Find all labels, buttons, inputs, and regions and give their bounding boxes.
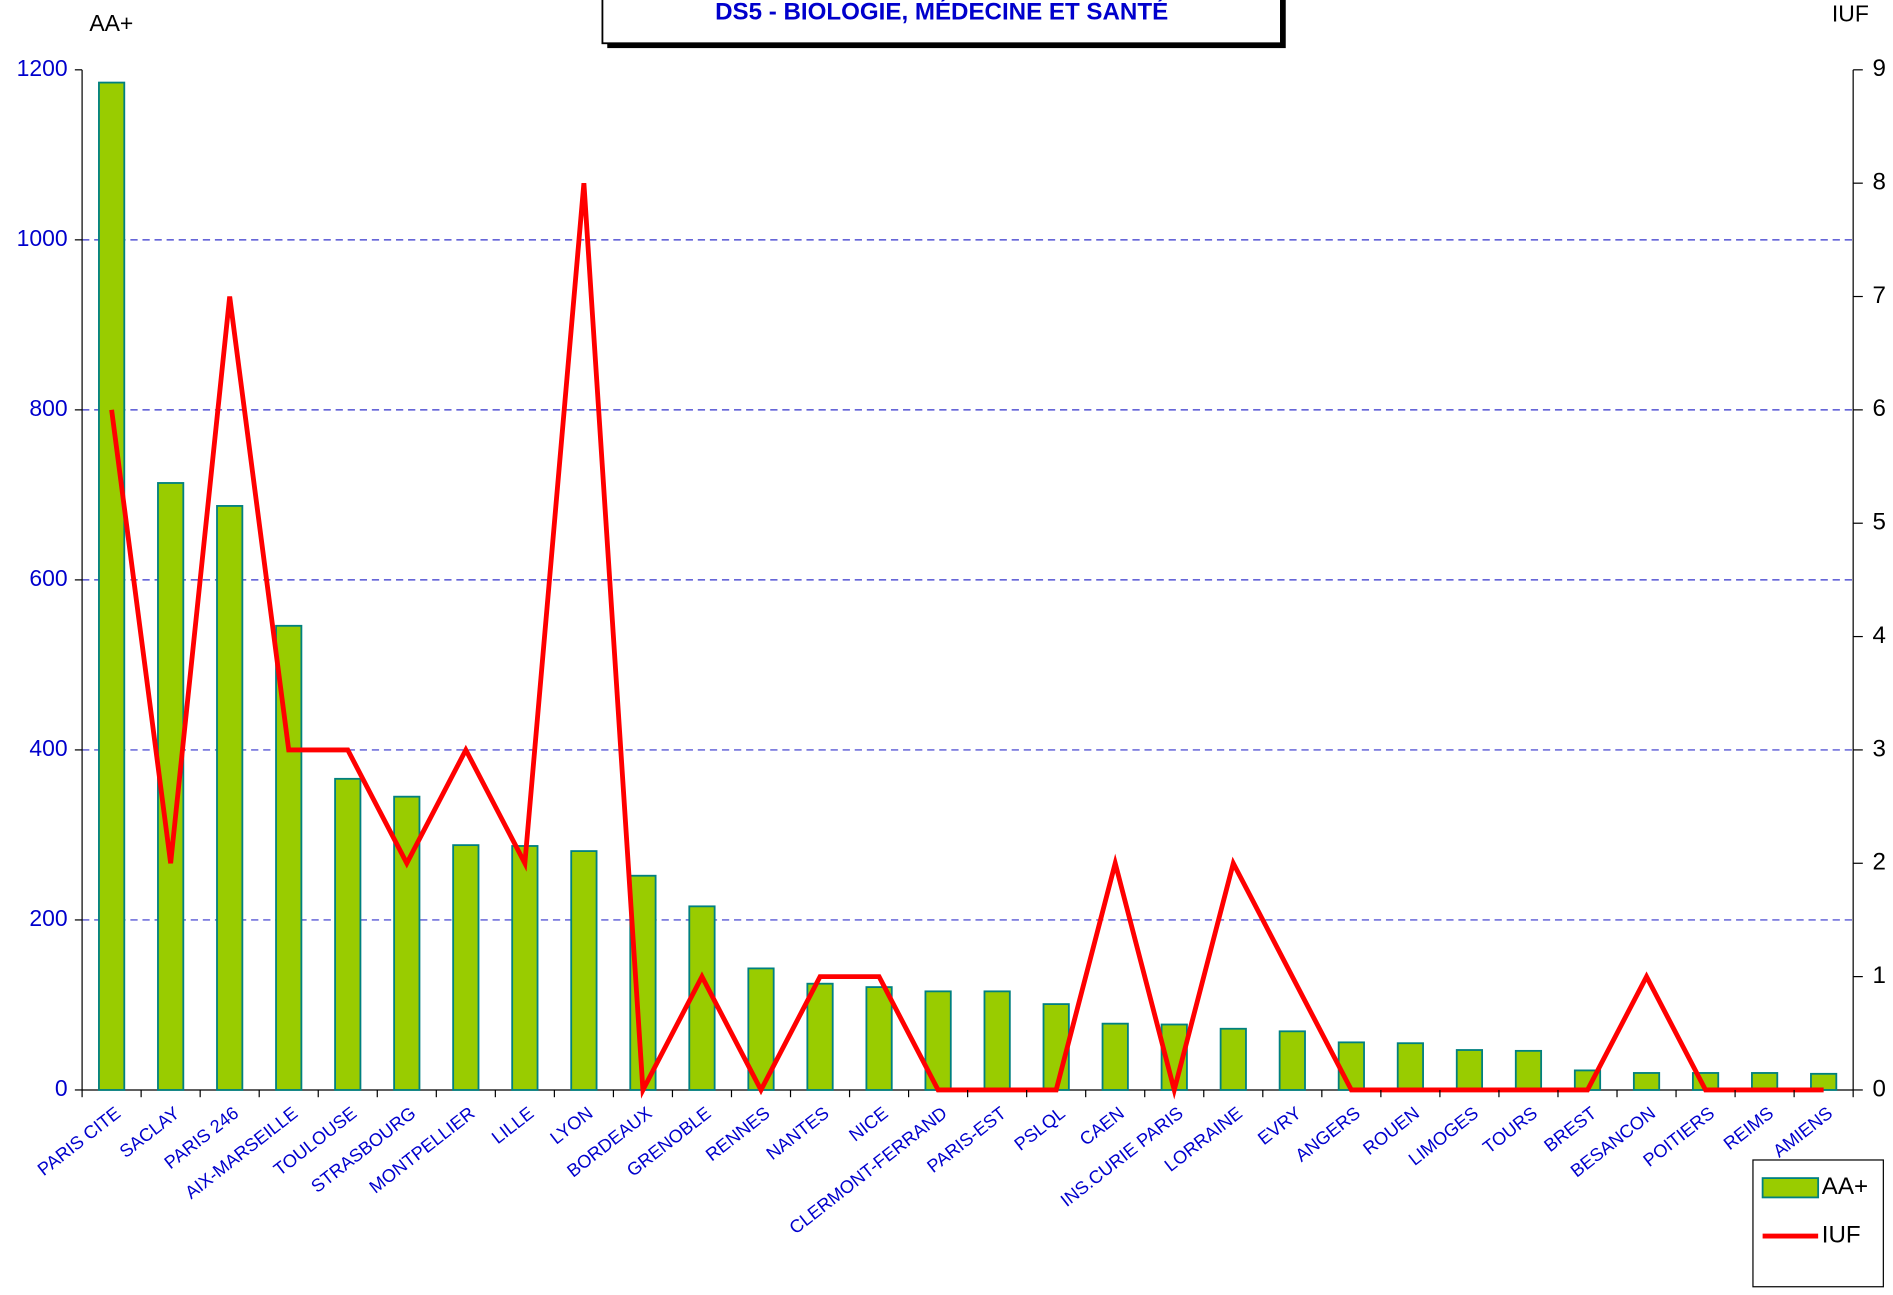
x-tick-label: ANGERS	[1291, 1103, 1364, 1166]
y2-tick-label: 1	[1872, 962, 1885, 989]
bar	[1810, 1072, 1838, 1091]
y-tick-label: 400	[29, 735, 67, 761]
x-tick-label: NANTES	[763, 1103, 833, 1164]
bar	[806, 982, 834, 1091]
x-tick-label: LILLE	[488, 1103, 538, 1148]
bar	[1337, 1041, 1365, 1091]
bar	[334, 777, 362, 1091]
y-tick-label: 1200	[17, 55, 68, 81]
x-tick-label: STRASBOURG	[307, 1103, 419, 1197]
x-tick-label: PARIS CITE	[34, 1103, 124, 1180]
bar	[1514, 1049, 1543, 1091]
y-tick-label: 200	[29, 905, 67, 931]
y2-tick-label: 0	[1872, 1075, 1885, 1102]
bar	[98, 81, 126, 1091]
bar	[511, 845, 539, 1091]
y2-tick-label: 6	[1872, 395, 1885, 422]
y-tick-label: 600	[29, 565, 67, 591]
legend-swatch	[1761, 1177, 1820, 1199]
y2-tick-label: 9	[1872, 55, 1885, 82]
line	[109, 182, 1824, 1100]
legend-label: AA+	[1822, 1173, 1868, 1200]
x-tick-label: TOURS	[1479, 1103, 1541, 1158]
y-tick-label: 0	[55, 1075, 68, 1101]
y2-tick-label: 5	[1872, 509, 1885, 536]
x-tick-label: MONTPELLIER	[366, 1103, 479, 1197]
bar	[688, 905, 716, 1091]
y2-tick-label: 8	[1872, 169, 1885, 196]
x-tick-label: CAEN	[1076, 1103, 1128, 1150]
y2-tick-label: 7	[1872, 282, 1885, 309]
bar	[1751, 1072, 1779, 1091]
bar	[393, 795, 421, 1091]
bar	[983, 990, 1011, 1091]
bar	[1042, 1003, 1070, 1091]
bar	[570, 850, 598, 1091]
y2-tick-label: 3	[1872, 735, 1885, 762]
y-tick-label: 800	[29, 395, 67, 421]
bar	[1101, 1022, 1129, 1091]
bar	[865, 986, 893, 1091]
y2-axis-label: IUF	[1832, 1, 1869, 27]
bar	[1278, 1030, 1306, 1091]
chart-title: DS5 - BIOLOGIE, MÉDECINE ET SANTÉ	[715, 0, 1168, 25]
x-tick-label: AMIENS	[1769, 1103, 1836, 1161]
bar	[452, 844, 480, 1091]
y-axis-label: AA+	[89, 10, 133, 36]
y2-tick-label: 4	[1872, 622, 1885, 649]
x-tick-label: PSLQL	[1011, 1103, 1069, 1155]
legend: AA+ IUF	[1752, 1159, 1884, 1288]
legend-label: IUF	[1822, 1221, 1861, 1248]
y2-tick-label: 2	[1872, 849, 1885, 876]
bar	[1396, 1042, 1424, 1091]
x-tick-label: NICE	[845, 1103, 891, 1145]
title-box	[601, 0, 1282, 45]
x-tick-label: EVRY	[1254, 1103, 1305, 1149]
bar	[1219, 1027, 1247, 1091]
bar	[216, 505, 244, 1091]
y-tick-label: 1000	[17, 225, 68, 251]
x-tick-label: RENNES	[702, 1103, 774, 1165]
x-tick-label: LYON	[546, 1103, 596, 1148]
bar	[1632, 1072, 1661, 1091]
bar	[1455, 1049, 1484, 1091]
